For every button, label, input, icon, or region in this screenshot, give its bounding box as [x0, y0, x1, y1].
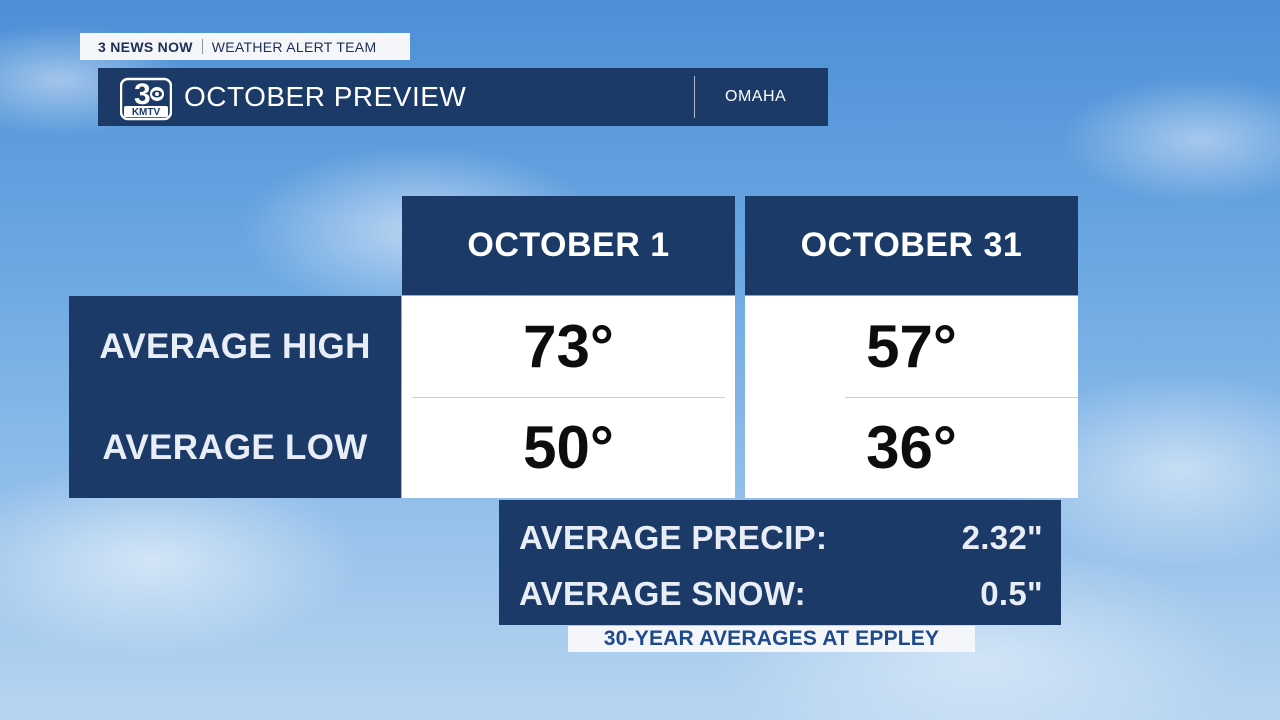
precip-label: AVERAGE PRECIP:	[519, 519, 828, 556]
row-label-average-high: AVERAGE HIGH	[99, 326, 371, 366]
cell-low-october-31: 36°	[866, 414, 957, 481]
title-divider	[694, 76, 695, 118]
kmtv-logo: 3 KMTV	[119, 73, 173, 121]
precip-row: AVERAGE PRECIP: 2.32"	[519, 510, 1043, 566]
team-label: WEATHER ALERT TEAM	[211, 38, 377, 55]
column-header-october-1: OCTOBER 1	[402, 196, 735, 295]
cell-high-october-31: 57°	[866, 313, 957, 380]
logo-number: 3	[134, 78, 151, 111]
row-label-average-low: AVERAGE LOW	[102, 427, 368, 467]
location-label: OMAHA	[725, 88, 787, 105]
footnote: 30-YEAR AVERAGES AT EPPLEY	[568, 626, 975, 652]
precip-value: 2.32"	[961, 519, 1043, 556]
cell-high-october-1: 73°	[523, 313, 614, 380]
cell-divider	[845, 397, 1078, 398]
column-header-october-31: OCTOBER 31	[745, 196, 1078, 295]
snow-value: 0.5"	[980, 575, 1043, 612]
snow-row: AVERAGE SNOW: 0.5"	[519, 566, 1043, 622]
row-labels: AVERAGE HIGH AVERAGE LOW	[69, 296, 401, 498]
column-october-1: 73° 50°	[402, 296, 735, 498]
news-badge: 3 NEWS NOW WEATHER ALERT TEAM	[80, 33, 410, 60]
cell-divider	[412, 397, 725, 398]
title-bar: 3 KMTV OCTOBER PREVIEW OMAHA	[98, 68, 828, 126]
snow-label: AVERAGE SNOW:	[519, 575, 806, 612]
logo-text: KMTV	[132, 107, 161, 118]
precip-box: AVERAGE PRECIP: 2.32" AVERAGE SNOW: 0.5"	[499, 500, 1061, 625]
page-title: OCTOBER PREVIEW	[184, 81, 467, 112]
badge-divider	[201, 39, 203, 54]
cell-low-october-1: 50°	[523, 414, 614, 481]
brand-label: 3 NEWS NOW	[98, 38, 193, 55]
column-october-31: 57° 36°	[745, 296, 1078, 498]
